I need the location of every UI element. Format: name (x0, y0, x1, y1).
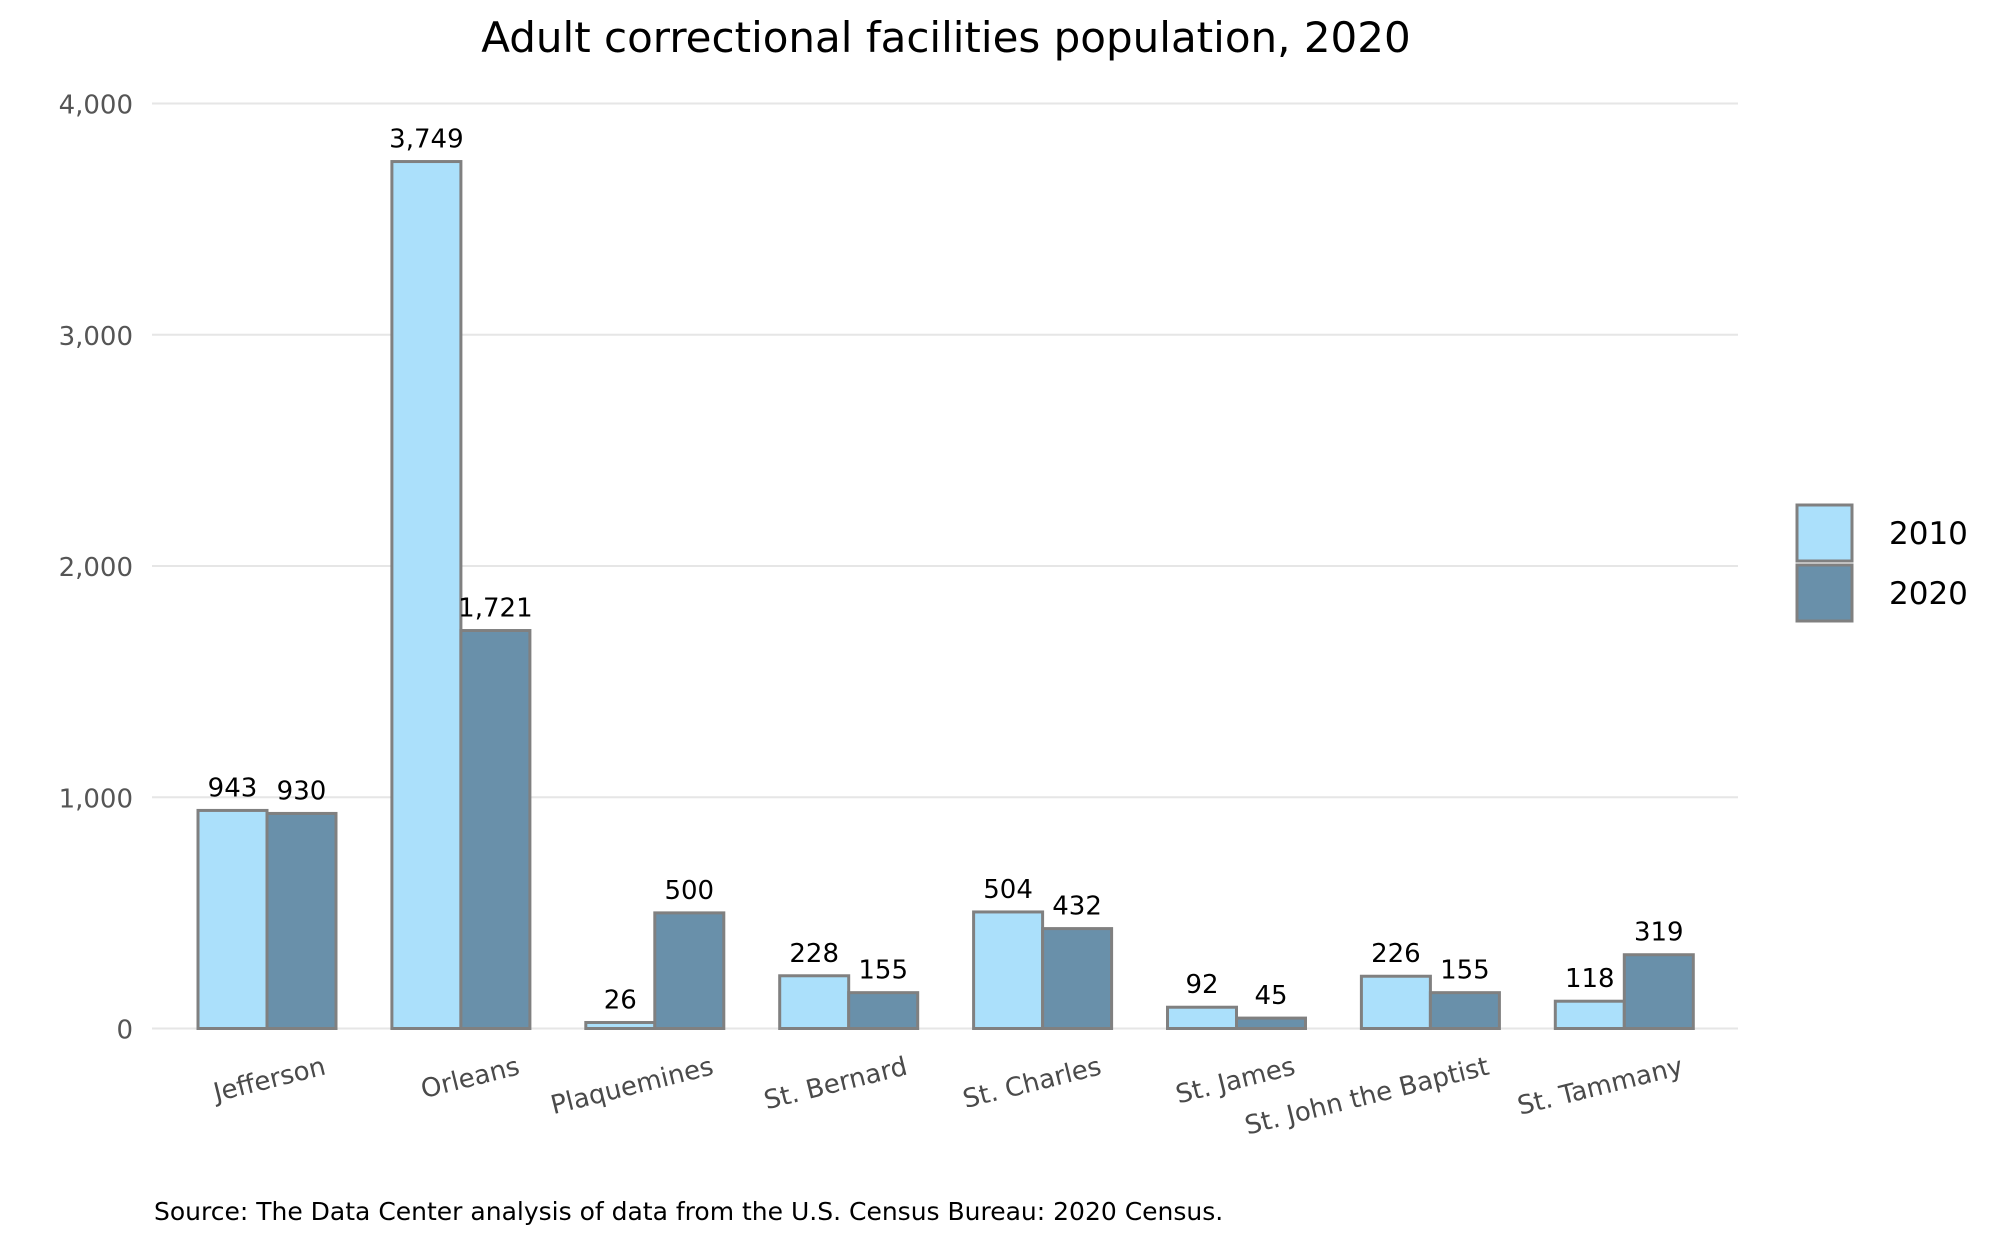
data-labels: 943 930 3,749 1,721 26 500 228 155 504 432 92 45 226… (208, 125, 1684, 1016)
bar-2020-jefferson (265, 811, 338, 1030)
x-tick-label: St. Charles (960, 1052, 1104, 1115)
bar-2020-plaquemines (653, 911, 726, 1030)
x-tick-label: Orleans (418, 1052, 523, 1105)
legend-swatch-2010 (1795, 503, 1854, 563)
data-label: 226 (1371, 939, 1421, 969)
y-axis-tick-labels: 0 1,000 2,000 3,000 4,000 (59, 91, 133, 1046)
legend-label-2020: 2020 (1889, 576, 1968, 612)
bar-2020-st-james (1235, 1016, 1307, 1030)
bar-2010-plaquemines (584, 1020, 657, 1030)
bar-2020-orleans (459, 629, 532, 1030)
bar-2010-st-tammany (1553, 999, 1626, 1031)
data-label: 504 (983, 875, 1033, 905)
data-label: 155 (1440, 956, 1490, 986)
x-tick-label: St. Bernard (761, 1052, 910, 1117)
legend: 2010 2020 (1795, 503, 1968, 623)
bar-2010-st-bernard (778, 974, 851, 1031)
chart-title: Adult correctional facilities population… (481, 13, 1410, 62)
bar-2010-jefferson (196, 808, 269, 1031)
y-tick-label: 4,000 (59, 91, 133, 121)
bar-2010-orleans (390, 160, 463, 1030)
bar-2010-st-charles (972, 910, 1045, 1031)
x-tick-label: Jefferson (209, 1052, 329, 1109)
data-label: 319 (1634, 918, 1684, 948)
x-tick-label: St. James (1173, 1052, 1298, 1111)
legend-swatch-2020 (1795, 563, 1854, 623)
legend-label-2010: 2010 (1889, 516, 1968, 552)
data-label: 1,721 (458, 594, 532, 624)
data-label: 228 (789, 939, 839, 969)
data-label: 930 (277, 776, 327, 806)
source-note: Source: The Data Center analysis of data… (154, 1197, 1223, 1226)
bar-2020-st-john-the-baptist (1428, 991, 1501, 1030)
y-tick-label: 3,000 (59, 322, 133, 352)
bars (196, 160, 1695, 1031)
y-tick-label: 0 (116, 1016, 133, 1046)
data-label: 118 (1565, 964, 1615, 994)
x-tick-label: St. Tammany (1515, 1052, 1686, 1122)
data-label: 500 (664, 876, 714, 906)
data-label: 45 (1254, 981, 1287, 1011)
bar-2020-st-charles (1041, 927, 1114, 1030)
y-tick-label: 1,000 (59, 784, 133, 814)
x-axis-tick-labels: Jefferson Orleans Plaquemines St. Bernard St… (209, 1052, 1686, 1142)
gridlines (152, 102, 1738, 1030)
data-label: 943 (208, 773, 258, 803)
data-label: 92 (1185, 970, 1218, 1000)
x-tick-label: Plaquemines (548, 1052, 717, 1121)
y-tick-label: 2,000 (59, 553, 133, 583)
data-label: 3,749 (389, 125, 463, 155)
bar-2010-st-john-the-baptist (1359, 974, 1432, 1030)
bar-2020-st-tammany (1622, 953, 1695, 1031)
bar-2010-st-james (1166, 1005, 1238, 1030)
data-label: 432 (1052, 892, 1102, 922)
bar-2020-st-bernard (847, 991, 920, 1030)
data-label: 155 (858, 956, 908, 986)
data-label: 26 (604, 985, 637, 1015)
